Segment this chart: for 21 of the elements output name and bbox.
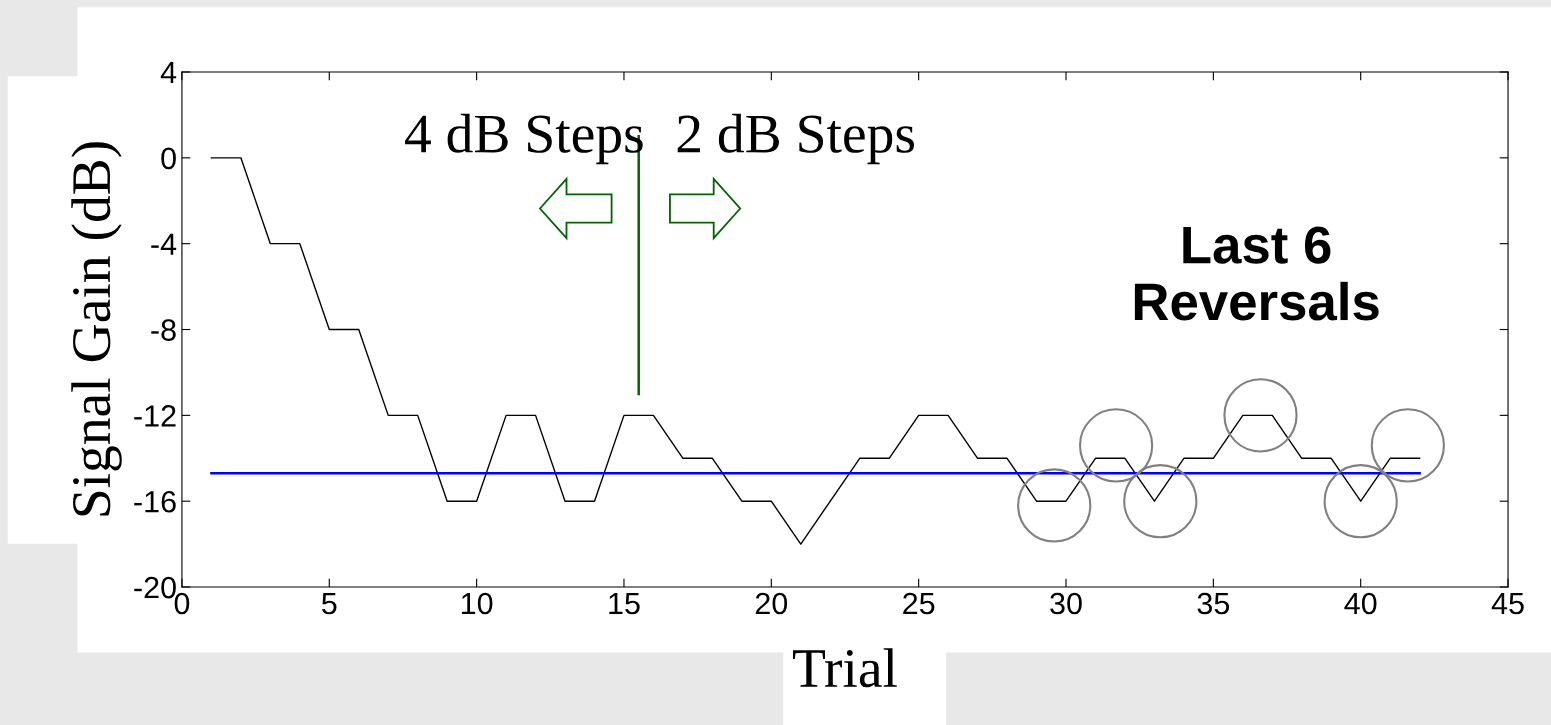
x-tick-label: 25 <box>903 592 935 615</box>
x-tick-label: 15 <box>609 593 640 615</box>
y-tick-label: -16 <box>134 490 176 513</box>
x-tick-label: 20 <box>755 592 788 615</box>
y-tick-label: 0 <box>161 147 176 170</box>
y-tick-label: -12 <box>134 405 176 427</box>
x-tick-label: 35 <box>1197 592 1230 615</box>
y-tick-label: -8 <box>151 319 176 341</box>
y-tick-label: 4 <box>160 62 177 84</box>
y-tick-label: -4 <box>151 233 177 255</box>
annotation: 4 dB Steps <box>405 113 643 165</box>
x-axis-title: Trial <box>792 648 897 688</box>
x-tick-label: 30 <box>1050 592 1082 615</box>
y-axis-title: Signal Gain (dB) <box>71 142 122 516</box>
annotation: 2 dB Steps <box>677 113 915 165</box>
annotation: Last 6 Reversals <box>1134 226 1379 321</box>
x-tick-label: 10 <box>461 592 493 615</box>
x-tick-label: 5 <box>322 593 337 615</box>
x-tick-label: 40 <box>1344 592 1377 615</box>
y-tick-label: -20 <box>134 576 176 599</box>
x-tick-label: 45 <box>1491 593 1524 615</box>
